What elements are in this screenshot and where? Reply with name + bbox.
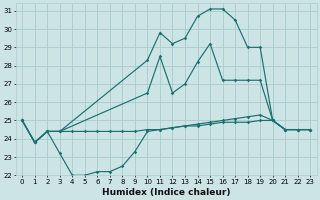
X-axis label: Humidex (Indice chaleur): Humidex (Indice chaleur) [102,188,230,197]
